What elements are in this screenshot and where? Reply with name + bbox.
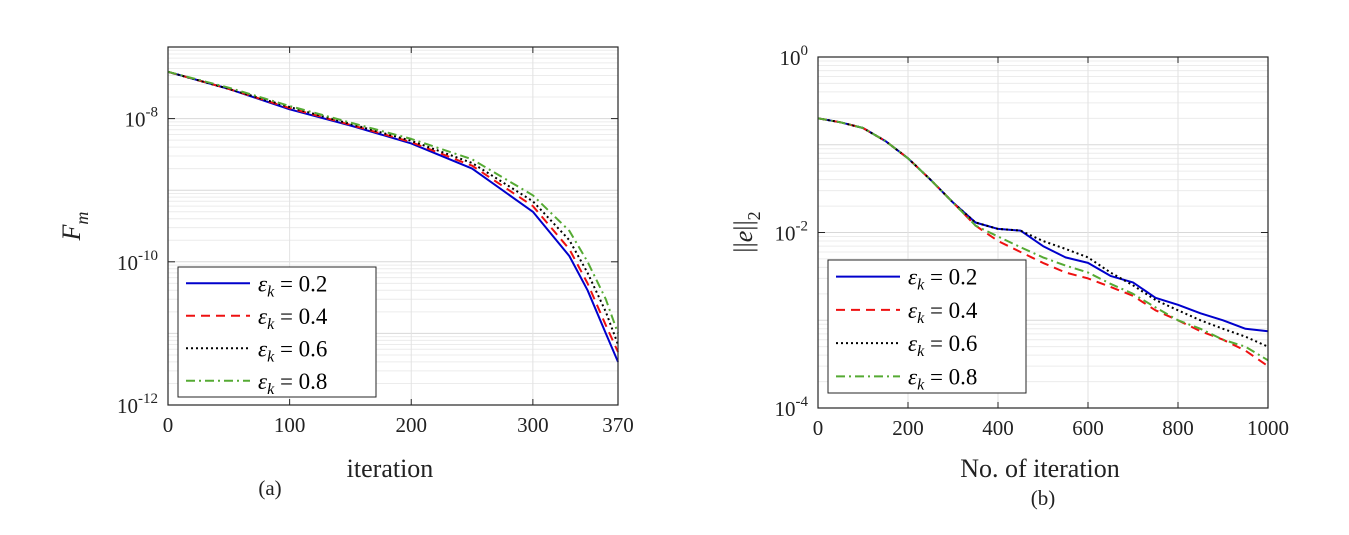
legend-label-1: εk = 0.4: [258, 304, 328, 333]
x-tick-label: 1000: [1247, 416, 1289, 440]
y-tick-label: 10-4: [775, 394, 809, 421]
legend: εk = 0.2 εk = 0.4 εk = 0.6 εk = 0.8: [827, 259, 1027, 394]
legend-box: [177, 266, 377, 398]
x-axis-label: iteration: [347, 454, 434, 483]
panel-caption: (b): [1031, 486, 1056, 510]
x-tick-label: 600: [1072, 416, 1104, 440]
legend-label-0: εk = 0.2: [258, 271, 327, 300]
x-tick-label: 300: [517, 413, 549, 437]
x-tick-label: 100: [274, 413, 306, 437]
x-tick-label: 370: [602, 413, 634, 437]
x-tick-label: 400: [982, 416, 1014, 440]
chart-panel-a: 0 100 200 300 370 10-8 10-10 10-12 iteration Fm (a…: [57, 46, 634, 500]
x-tick-label: 200: [395, 413, 427, 437]
y-tick-label: 10-12: [117, 391, 158, 418]
y-axis-label: ||e||2: [729, 211, 764, 252]
x-tick-label: 200: [892, 416, 924, 440]
x-tick-label: 800: [1162, 416, 1194, 440]
legend-box: [827, 259, 1027, 394]
x-tick-label: 0: [163, 413, 174, 437]
legend-label-3: εk = 0.8: [908, 364, 977, 393]
legend-label-3: εk = 0.8: [258, 369, 327, 398]
series-line-3: [817, 117, 1269, 362]
legend-label-2: εk = 0.6: [258, 336, 327, 365]
chart-panel-b: 0 200 400 600 800 1000 100 10-2 10-4 No. of itera…: [729, 43, 1289, 510]
x-axis-label: No. of iteration: [960, 454, 1120, 483]
legend: εk = 0.2 εk = 0.4 εk = 0.6 εk = 0.8: [177, 266, 377, 398]
axes-frame: [167, 46, 619, 406]
y-axis-label: Fm: [57, 212, 92, 242]
panel-caption: (a): [258, 476, 281, 500]
y-tick-label: 10-2: [775, 219, 809, 246]
y-tick-label: 100: [780, 43, 809, 70]
y-tick-label: 10-8: [125, 105, 159, 132]
legend-label-1: εk = 0.4: [908, 298, 978, 327]
legend-label-0: εk = 0.2: [908, 265, 977, 294]
y-tick-label: 10-10: [117, 248, 158, 275]
x-tick-label: 0: [813, 416, 824, 440]
series-line-2: [167, 70, 619, 345]
legend-label-2: εk = 0.6: [908, 331, 977, 360]
